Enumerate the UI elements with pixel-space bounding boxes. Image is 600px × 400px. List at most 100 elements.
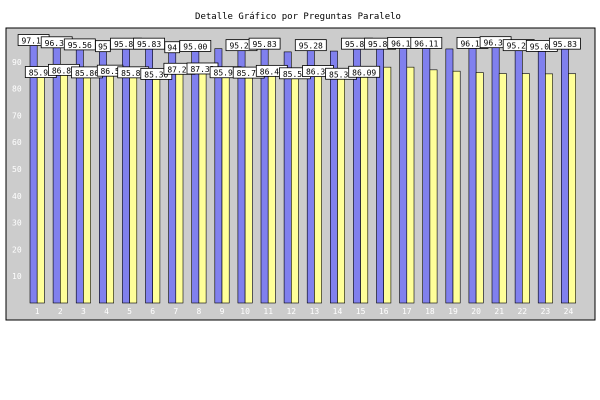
data-label: 95.83: [345, 40, 369, 49]
data-label-box: [248, 37, 281, 50]
bar-series-1: [422, 45, 431, 304]
data-label-box: [549, 37, 581, 50]
data-label: 96.11: [460, 39, 484, 48]
data-label: 86.09: [352, 68, 376, 77]
data-label: 95.28: [299, 42, 323, 51]
bar-series-2: [244, 72, 253, 304]
x-tick-label: 11: [263, 307, 273, 316]
bar-series-2: [337, 73, 345, 304]
bar-series-2: [290, 73, 299, 304]
bar-series-1: [306, 47, 315, 304]
data-label: 95.28: [229, 42, 253, 51]
data-label: 85.52: [283, 70, 307, 79]
data-label: 95.83: [368, 40, 392, 49]
bar-series-1: [75, 46, 84, 304]
x-tick-label: 17: [402, 307, 412, 316]
y-tick-label: 90: [12, 58, 22, 67]
x-tick-label: 3: [81, 307, 86, 316]
x-tick-label: 1: [35, 307, 40, 316]
data-label: 95.83: [253, 40, 277, 49]
bar-series-1: [122, 45, 130, 304]
data-label: 85.88: [121, 69, 145, 78]
data-label: 85.35: [329, 70, 353, 79]
y-tick-label: 70: [12, 111, 22, 120]
bar-series-2: [152, 74, 161, 304]
x-tick-label: 10: [240, 307, 250, 316]
bar-series-1: [468, 45, 477, 304]
bar-series-1: [237, 47, 246, 304]
bar-series-2: [383, 66, 392, 304]
bar-series-2: [545, 73, 553, 304]
x-tick-label: 18: [425, 307, 435, 316]
y-tick-label: 80: [12, 85, 22, 94]
bar-series-2: [498, 73, 507, 304]
bar-series-1: [537, 48, 546, 304]
bar-series-1: [514, 47, 523, 304]
y-tick-label: 10: [12, 272, 22, 281]
data-label: 86.43: [260, 67, 284, 76]
x-tick-label: 8: [196, 307, 201, 316]
data-label: 85.92: [214, 69, 238, 78]
data-label: 96.34: [45, 39, 69, 48]
chart-title: Detalle Gráfico por Preguntas Paralelo: [195, 12, 401, 22]
data-label: 95.00: [183, 42, 207, 51]
data-label: 86.5: [100, 67, 119, 76]
bar-series-1: [145, 45, 153, 304]
bar-series-2: [83, 72, 91, 304]
data-label: 95.56: [68, 41, 92, 50]
data-label: 96.39: [484, 39, 508, 48]
bar-series-2: [221, 72, 230, 304]
y-tick-label: 60: [12, 138, 22, 147]
x-tick-label: 22: [517, 307, 527, 316]
bar-series-2: [360, 71, 369, 304]
x-tick-label: 15: [356, 307, 366, 316]
data-label: 97.18: [22, 37, 46, 46]
data-label: 96.11: [414, 39, 438, 48]
data-label-box: [294, 39, 327, 52]
data-label: 86.80: [52, 66, 76, 75]
bar-series-2: [429, 69, 438, 304]
bar-series-2: [175, 68, 184, 304]
x-tick-label: 12: [286, 307, 296, 316]
data-label: 95.28: [507, 42, 531, 51]
y-tick-label: 50: [12, 165, 22, 174]
x-tick-label: 21: [494, 307, 504, 316]
x-tick-label: 14: [333, 307, 343, 316]
bar-series-2: [267, 71, 276, 304]
data-label-box: [179, 40, 212, 52]
bar-series-2: [314, 71, 322, 304]
bar-series-1: [353, 45, 361, 304]
bar-series-2: [406, 66, 415, 304]
x-tick-label: 5: [127, 307, 132, 316]
data-label: 96.11: [391, 39, 415, 48]
y-tick-label: 40: [12, 192, 22, 201]
bar-series-1: [399, 45, 408, 304]
data-label: 86.35: [306, 68, 330, 77]
data-label: 94: [167, 44, 177, 53]
data-label: 85.99: [29, 69, 53, 78]
x-tick-label: 24: [564, 307, 574, 316]
y-tick-label: 20: [12, 245, 22, 254]
bar-series-1: [329, 50, 338, 304]
bar-series-1: [99, 48, 107, 304]
bar-series-2: [36, 72, 45, 304]
bar-series-2: [521, 73, 530, 304]
bar-series-1: [214, 48, 223, 304]
bar-series-1: [191, 48, 200, 304]
x-tick-label: 23: [541, 307, 551, 316]
data-label: 95.83: [553, 40, 577, 49]
bar-series-2: [475, 72, 484, 304]
x-tick-label: 13: [310, 307, 320, 316]
data-label: 85.30: [144, 70, 168, 79]
data-label: 85.78: [237, 69, 261, 78]
bar-series-2: [568, 73, 576, 304]
bar-series-2: [198, 68, 207, 304]
bar-series-1: [283, 51, 292, 304]
x-tick-label: 2: [58, 307, 63, 316]
data-label-box: [348, 65, 381, 78]
bar-series-1: [52, 44, 61, 304]
bar-series-1: [491, 44, 500, 304]
data-label-box: [410, 37, 443, 49]
